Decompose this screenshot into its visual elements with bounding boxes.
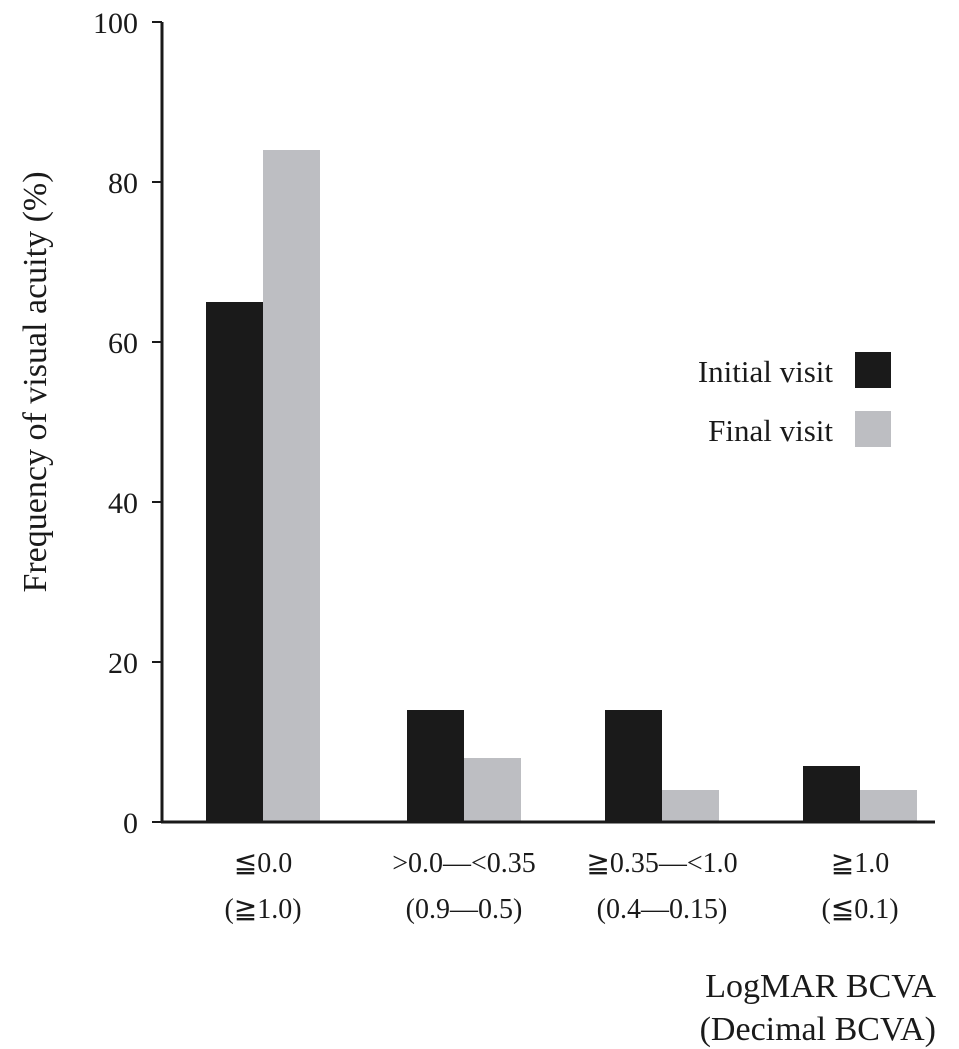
bar-final-1 xyxy=(464,758,521,822)
bar-initial-2 xyxy=(605,710,662,822)
y-axis-label: Frequency of visual acuity (%) xyxy=(17,171,54,592)
x-tick-label: (≦0.1) xyxy=(821,894,898,925)
x-tick-label: >0.0—<0.35 xyxy=(392,848,536,879)
y-ticks-layer: 0 20 40 60 80 100 xyxy=(93,7,162,840)
legend-label-initial: Initial visit xyxy=(698,354,834,389)
x-tick-label: (0.9—0.5) xyxy=(406,894,523,925)
x-tick-labels-layer: ≦0.0 (≧1.0) >0.0—<0.35 (0.9—0.5) ≧0.35—<1.0 (… xyxy=(224,848,898,925)
bar-final-3 xyxy=(860,790,917,822)
legend-swatch-initial xyxy=(855,352,891,388)
bar-initial-3 xyxy=(803,766,860,822)
y-tick-label: 40 xyxy=(108,487,138,520)
y-tick-label: 20 xyxy=(108,647,138,680)
bar-final-0 xyxy=(263,150,320,822)
x-axis-label-line-1: LogMAR BCVA xyxy=(705,968,936,1005)
axes-layer xyxy=(160,22,935,824)
x-tick-label: ≧0.35—<1.0 xyxy=(586,848,737,879)
bars-layer xyxy=(206,150,917,822)
x-tick-label: (≧1.0) xyxy=(224,894,301,925)
y-tick-label: 80 xyxy=(108,167,138,200)
bar-initial-1 xyxy=(407,710,464,822)
x-tick-label: ≧1.0 xyxy=(831,848,889,879)
x-tick-label: ≦0.0 xyxy=(234,848,292,879)
bar-final-2 xyxy=(662,790,719,822)
bar-initial-0 xyxy=(206,302,263,822)
legend-label-final: Final visit xyxy=(708,413,833,448)
legend: Initial visit Final visit xyxy=(698,352,891,448)
x-tick-label: (0.4—0.15) xyxy=(597,894,728,925)
y-tick-label: 60 xyxy=(108,327,138,360)
y-tick-label: 0 xyxy=(123,807,138,840)
y-tick-label: 100 xyxy=(93,7,138,40)
legend-swatch-final xyxy=(855,411,891,447)
x-axis-label-line-2: (Decimal BCVA) xyxy=(700,1011,936,1048)
